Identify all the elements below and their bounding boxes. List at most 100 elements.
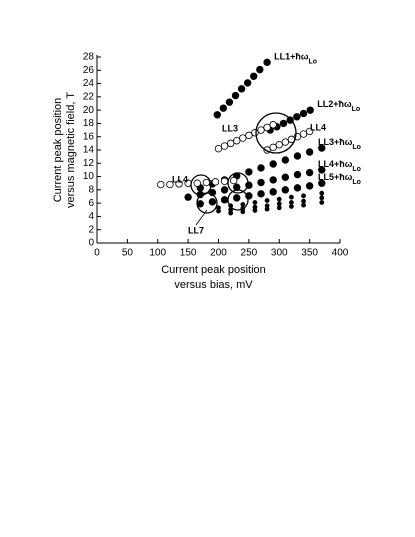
point <box>231 91 240 100</box>
point <box>281 186 290 194</box>
point <box>269 121 277 129</box>
y-tick-label: 8 <box>88 184 94 195</box>
point <box>275 140 283 149</box>
point <box>220 186 229 194</box>
point <box>319 190 325 196</box>
point <box>226 139 235 148</box>
point <box>281 173 290 181</box>
series-name: LL5+ħω <box>318 173 353 183</box>
point <box>269 160 277 168</box>
point <box>166 180 174 189</box>
point <box>305 168 314 177</box>
point <box>214 144 223 153</box>
point <box>276 196 282 202</box>
point <box>318 166 326 174</box>
point <box>293 152 302 160</box>
point <box>264 206 270 212</box>
point <box>193 179 201 187</box>
point <box>264 198 270 203</box>
point <box>306 106 314 114</box>
series-name: LL2+ħω <box>317 100 352 110</box>
y-tick-label: 20 <box>83 105 95 116</box>
point <box>245 168 253 176</box>
point <box>208 198 217 206</box>
y-tick-label: 4 <box>88 211 94 222</box>
x-tick-label: 300 <box>271 248 288 259</box>
point <box>288 204 294 209</box>
y-tick-label: 0 <box>88 238 94 249</box>
annotation: LL4 <box>172 174 188 184</box>
y-tick-label: 28 <box>83 52 95 63</box>
point <box>318 144 326 152</box>
series-subscript: Lo <box>352 144 361 151</box>
point <box>281 156 290 164</box>
point <box>257 178 265 187</box>
point <box>240 209 246 215</box>
x-tick-label: 50 <box>122 248 134 259</box>
series-subscript: Lo <box>308 58 317 65</box>
x-tick-label: 400 <box>332 248 349 259</box>
point <box>318 179 326 187</box>
point <box>243 79 252 87</box>
x-tick-label: 0 <box>94 248 100 259</box>
point <box>301 198 306 204</box>
series-label: LL4+ħωLo <box>318 159 361 172</box>
x-tick-label: 350 <box>301 248 318 259</box>
point <box>257 164 265 172</box>
point <box>293 184 302 192</box>
point <box>219 104 228 112</box>
point <box>220 142 229 150</box>
point <box>220 196 229 204</box>
point <box>211 178 220 186</box>
series-label: LL5+ħωLo <box>318 173 361 186</box>
x-axis-title: versus bias, mV <box>174 279 253 291</box>
point <box>319 195 325 201</box>
point <box>229 176 238 185</box>
point <box>240 202 246 207</box>
point <box>233 136 241 145</box>
point <box>279 119 288 128</box>
point <box>213 111 221 119</box>
point <box>276 205 282 211</box>
point <box>252 208 258 213</box>
point <box>237 85 246 93</box>
y-tick-label: 14 <box>83 145 95 156</box>
y-tick-label: 10 <box>83 171 95 182</box>
series-label: LL3+ħωLo <box>318 137 361 150</box>
y-axis-title: versus magnetic field, T <box>65 92 77 208</box>
point <box>263 123 271 132</box>
series-label: LL1+ħωLo <box>274 52 317 65</box>
point <box>319 200 325 205</box>
point <box>157 180 165 189</box>
point <box>175 180 183 188</box>
annotation-pointer <box>195 209 208 226</box>
series-subscript: Lo <box>352 179 361 186</box>
point <box>299 130 308 138</box>
point <box>263 58 271 67</box>
point <box>245 131 253 140</box>
highlight-circle <box>196 192 218 214</box>
series-name: LL3+ħω <box>318 137 353 147</box>
point <box>233 194 241 202</box>
point <box>305 127 314 136</box>
y-tick-label: 12 <box>83 158 95 169</box>
y-tick-label: 16 <box>83 131 95 142</box>
y-axis-title: Current peak position <box>52 98 64 203</box>
x-tick-label: 250 <box>241 248 258 259</box>
point <box>251 129 259 137</box>
x-axis-title: Current peak position <box>161 264 266 276</box>
x-tick-label: 150 <box>180 248 197 259</box>
point <box>301 202 306 208</box>
point <box>305 182 314 190</box>
highlight-circle <box>255 112 297 154</box>
y-tick-label: 26 <box>83 65 95 76</box>
point <box>269 188 277 196</box>
point <box>256 65 264 74</box>
point <box>202 178 211 187</box>
point <box>216 208 221 214</box>
point <box>293 113 301 121</box>
highlight-circle <box>227 189 249 211</box>
x-tick-label: 100 <box>149 248 166 259</box>
point <box>250 72 258 80</box>
